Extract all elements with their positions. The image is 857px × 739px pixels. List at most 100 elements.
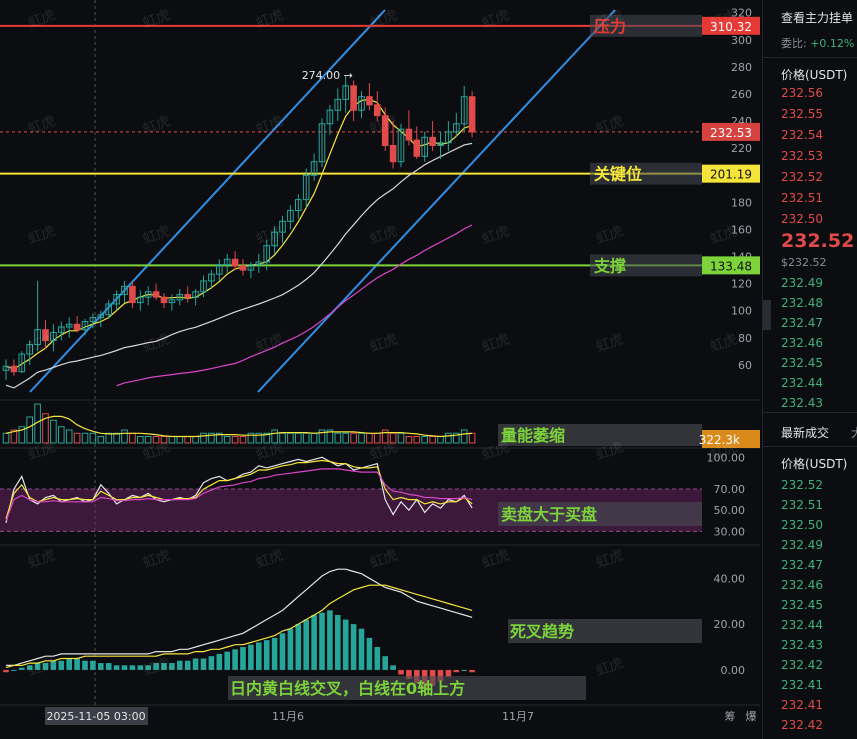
candle-body [113, 293, 120, 305]
watermark-text: 虹虎 [594, 113, 626, 138]
macd-hist-bar [271, 637, 278, 670]
trade-row[interactable]: 232.47 [781, 558, 823, 572]
bid-row[interactable]: 232.47 [781, 316, 823, 330]
macd-hist-bar [19, 667, 25, 670]
trade-row[interactable]: 232.49 [781, 538, 823, 552]
candle-body [10, 365, 18, 373]
volume-bar [216, 432, 223, 444]
watermark-text: 虹虎 [26, 7, 58, 32]
trade-row[interactable]: 232.45 [781, 598, 823, 612]
trade-row[interactable]: 232.46 [781, 578, 823, 592]
trade-row[interactable]: 232.42 [781, 658, 823, 672]
rsi-axis-tick: 70.00 [714, 483, 746, 496]
volume-bar [326, 429, 334, 444]
macd-hist-bar [58, 660, 65, 670]
tab-latest-trades[interactable]: 最新成交 [781, 426, 830, 440]
macd-hist-bar [224, 651, 230, 670]
macd-hist-bar [303, 619, 309, 670]
macd-hist-bar [153, 663, 159, 670]
channel-upper-line [29, 9, 386, 393]
macd-hist-bar [437, 669, 444, 682]
last-price-usd: $232.52 [781, 256, 827, 269]
rsi-annotation: 卖盘大于买盘 [501, 505, 597, 524]
watermark-text: 虹虎 [141, 331, 173, 356]
volume-bar [192, 436, 199, 444]
macd-axis-tick: 20.00 [714, 618, 746, 631]
candle-body [342, 85, 349, 100]
ask-row[interactable]: 232.53 [781, 149, 823, 163]
trade-row[interactable]: 232.51 [781, 498, 823, 512]
trade-row[interactable]: 232.50 [781, 518, 823, 532]
volume-bar [255, 432, 263, 444]
rsi-axis-tick: 50.00 [714, 504, 746, 517]
volume-bar [374, 432, 381, 444]
macd-hist-bar [382, 656, 388, 670]
macd-hist-bar [295, 624, 302, 670]
macd-hist-bar [366, 637, 373, 670]
ask-row[interactable]: 232.51 [781, 191, 823, 205]
macd-hist-bar [406, 669, 412, 680]
volume-bar [271, 429, 278, 444]
candle-body [429, 136, 436, 146]
ask-row[interactable]: 232.50 [781, 212, 823, 226]
macd-hist-bar [240, 647, 246, 670]
bid-row[interactable]: 232.46 [781, 336, 823, 350]
price-axis-tick: 100 [731, 305, 752, 318]
candle-body [358, 96, 365, 111]
candle-body [460, 96, 468, 125]
bid-row[interactable]: 232.49 [781, 276, 823, 290]
candle-body [326, 109, 334, 125]
order-ratio-label: 委比: [781, 37, 807, 50]
chart-area[interactable]: 3203002802602402202001801601401201008060… [0, 0, 760, 739]
bid-row[interactable]: 232.44 [781, 376, 823, 390]
watermark-text: 虹虎 [254, 547, 286, 572]
macd-hist-bar [26, 665, 33, 670]
volume-bar [287, 432, 294, 444]
volume-bar [421, 436, 428, 444]
annotation-bg [228, 676, 586, 700]
orderbook-header: 价格(USDT) [781, 68, 848, 82]
watermark-text: 虹虎 [368, 7, 400, 32]
volume-bar [429, 436, 436, 444]
panel-collapse-handle[interactable] [763, 300, 771, 330]
macd-hist-bar [287, 628, 294, 670]
candle-body [58, 326, 65, 333]
volume-bar [129, 432, 136, 444]
rsi-axis-tick: 30.00 [714, 525, 746, 538]
macd-hist-bar [461, 669, 467, 671]
price-axis-tick: 280 [731, 61, 752, 74]
ask-row[interactable]: 232.52 [781, 170, 823, 184]
trade-row[interactable]: 232.41 [781, 698, 823, 712]
watermark-text: 虹虎 [708, 331, 740, 356]
candle-body [223, 258, 231, 266]
volume-bar [200, 432, 207, 444]
volume-bar [223, 436, 231, 444]
watermark-text: 虹虎 [594, 331, 626, 356]
main-orders-title[interactable]: 查看主力挂单 [781, 11, 854, 25]
trade-row[interactable]: 232.44 [781, 618, 823, 632]
watermark-text: 虹虎 [26, 223, 58, 248]
trade-row[interactable]: 232.41 [781, 678, 823, 692]
ask-row[interactable]: 232.56 [781, 86, 823, 100]
macd-hist-bar [177, 660, 183, 670]
trade-row[interactable]: 232.43 [781, 638, 823, 652]
candle-body [421, 136, 428, 157]
ask-row[interactable]: 232.54 [781, 128, 823, 142]
tab-large-trades[interactable]: 大 [851, 424, 857, 441]
bid-row[interactable]: 232.43 [781, 396, 823, 410]
bid-row[interactable]: 232.48 [781, 296, 823, 310]
chart-canvas[interactable]: 3203002802602402202001801601401201008060… [0, 0, 760, 739]
volume-bar [65, 429, 73, 444]
trade-row[interactable]: 232.42 [781, 718, 823, 732]
level-price-key: 201.19 [710, 168, 752, 182]
trade-row[interactable]: 232.52 [781, 478, 823, 492]
volume-bar [50, 419, 57, 444]
macd-hist-bar [200, 658, 207, 670]
macd-axis-tick: 0.00 [721, 664, 746, 677]
macd-annotation: 死叉趋势 [510, 622, 574, 641]
watermark-text: 虹虎 [368, 331, 400, 356]
bid-row[interactable]: 232.45 [781, 356, 823, 370]
macd-hist-bar [98, 663, 104, 670]
ask-row[interactable]: 232.55 [781, 107, 823, 121]
level-price-tag [702, 16, 760, 35]
